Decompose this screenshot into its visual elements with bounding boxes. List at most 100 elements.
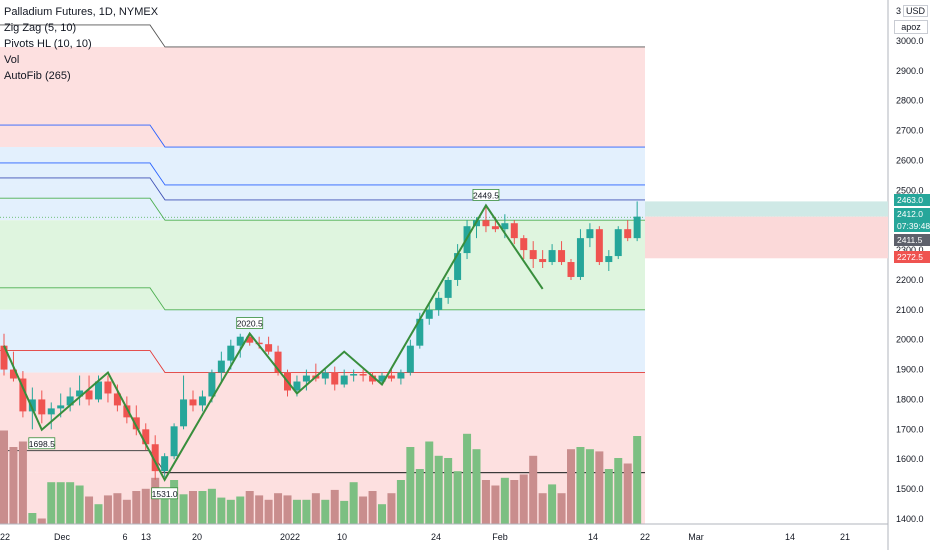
price-badge-bg-3 xyxy=(894,234,930,246)
volume-bar-52 xyxy=(491,485,500,524)
volume-bar-19 xyxy=(179,494,188,524)
candle-body-47 xyxy=(444,279,452,298)
x-tick-2: 6 xyxy=(122,532,127,542)
x-tick-13: 21 xyxy=(840,532,850,542)
currency-button[interactable]: USD xyxy=(902,5,928,17)
candle-body-1 xyxy=(9,369,17,379)
candle-body-24 xyxy=(227,345,235,361)
zigzag-labels: 1698.5 1531.0 2020.5 2449.5 xyxy=(28,189,500,500)
candle-body-23 xyxy=(217,360,225,373)
fib-band-0 xyxy=(0,46,645,148)
volume-bar-39 xyxy=(368,491,377,524)
volume-bar-67 xyxy=(633,436,642,524)
x-tick-3: 13 xyxy=(141,532,151,542)
scale-mode-button[interactable]: apoz xyxy=(894,20,928,34)
candle-body-63 xyxy=(595,229,603,263)
fib-line-3 xyxy=(0,177,645,201)
candle-body-31 xyxy=(293,381,301,391)
volume-bar-55 xyxy=(519,474,528,524)
volume-bar-58 xyxy=(548,484,557,524)
pivot-lines xyxy=(0,216,888,474)
legend-vol[interactable]: Vol xyxy=(4,54,20,66)
candle-body-8 xyxy=(76,390,84,397)
candle-body-7 xyxy=(66,396,74,406)
counter: 3 xyxy=(895,6,901,16)
neg-zone xyxy=(645,216,888,259)
volume-bar-10 xyxy=(94,504,103,524)
candle-body-56 xyxy=(529,250,537,260)
candle-body-43 xyxy=(406,345,414,373)
y-tick-16: 1400.0 xyxy=(896,514,924,524)
zigzag-label-3: 2449.5 xyxy=(473,190,499,200)
y-tick-5: 2500.0 xyxy=(896,185,924,195)
volume-bar-20 xyxy=(189,491,197,524)
legend-zigzag[interactable]: Zig Zag (5, 10) xyxy=(4,22,77,34)
volume-bar-12 xyxy=(113,493,122,524)
volume-bars xyxy=(0,430,642,524)
volume-bar-35 xyxy=(330,489,339,524)
x-tick-1: Dec xyxy=(54,532,71,542)
candle-body-54 xyxy=(510,223,518,239)
candle-body-40 xyxy=(378,375,386,382)
fib-band-2 xyxy=(0,184,645,200)
candle-body-10 xyxy=(95,381,102,400)
volume-bar-38 xyxy=(359,496,368,524)
volume-bar-7 xyxy=(66,482,75,524)
candle-body-4 xyxy=(38,399,46,415)
candle-body-62 xyxy=(586,229,594,239)
candle-body-35 xyxy=(331,372,339,385)
candle-body-38 xyxy=(359,374,367,376)
volume-bar-4 xyxy=(37,518,46,524)
candle-body-45 xyxy=(425,309,433,319)
x-tick-0: 22 xyxy=(0,532,10,542)
volume-bar-28 xyxy=(264,499,273,524)
time-axis[interactable]: 22 Dec 6 13 20 2022 10 24 Feb 14 22 Mar 14 21 xyxy=(0,523,888,542)
volume-bar-66 xyxy=(623,463,632,524)
volume-bar-53 xyxy=(500,477,509,524)
autofib-bands xyxy=(0,46,645,524)
legend-autofib[interactable]: AutoFib (265) xyxy=(4,70,71,82)
x-tick-5: 2022 xyxy=(280,532,300,542)
pos-zone xyxy=(645,201,888,217)
volume-bar-43 xyxy=(406,447,415,524)
chart-title[interactable]: Palladium Futures, 1D, NYMEX xyxy=(4,6,159,18)
volume-bar-47 xyxy=(444,458,453,524)
zigzag-path xyxy=(3,203,544,482)
volume-bar-60 xyxy=(567,449,575,524)
volume-bar-64 xyxy=(604,469,613,524)
volume-bar-32 xyxy=(302,499,311,524)
volume-bar-6 xyxy=(56,482,65,524)
zigzag-label-box-2 xyxy=(236,317,264,329)
volume-bar-31 xyxy=(292,499,301,524)
candle-body-12 xyxy=(113,393,121,406)
candle-body-20 xyxy=(189,399,197,406)
y-tick-15: 1500.0 xyxy=(896,484,924,494)
x-tick-10: 22 xyxy=(640,532,650,542)
volume-bar-34 xyxy=(321,499,330,524)
volume-bar-54 xyxy=(510,480,519,524)
price-badges: 2463.0 2412.0 07:39:48 2411.5 2272.5 xyxy=(645,194,930,263)
zigzag-label-box-0 xyxy=(28,437,56,450)
volume-bar-33 xyxy=(311,493,320,524)
zigzag-label-box-1 xyxy=(151,487,179,500)
volume-bar-49 xyxy=(463,433,472,524)
legend-pivots[interactable]: Pivots HL (10, 10) xyxy=(4,38,92,50)
y-tick-12: 1800.0 xyxy=(896,394,924,404)
volume-bar-25 xyxy=(236,496,245,524)
candle-body-65 xyxy=(614,229,622,257)
candle-body-18 xyxy=(170,426,178,457)
candle-body-32 xyxy=(302,375,310,382)
price-axis[interactable]: 3000.02900.02800.02700.02600.02500.02400… xyxy=(887,0,932,550)
fib-band-1 xyxy=(0,147,645,185)
volume-bar-46 xyxy=(434,455,443,524)
price-badge-1: 2412.0 xyxy=(897,209,923,219)
volume-bar-1 xyxy=(9,447,18,524)
zigzag-label-0: 1698.5 xyxy=(29,439,55,449)
y-tick-0: 3000.0 xyxy=(896,36,924,46)
x-tick-4: 20 xyxy=(192,532,202,542)
candle-body-57 xyxy=(539,259,547,263)
candle-body-0 xyxy=(0,345,8,370)
candle-body-13 xyxy=(123,405,131,418)
fib-line-5 xyxy=(0,287,645,311)
